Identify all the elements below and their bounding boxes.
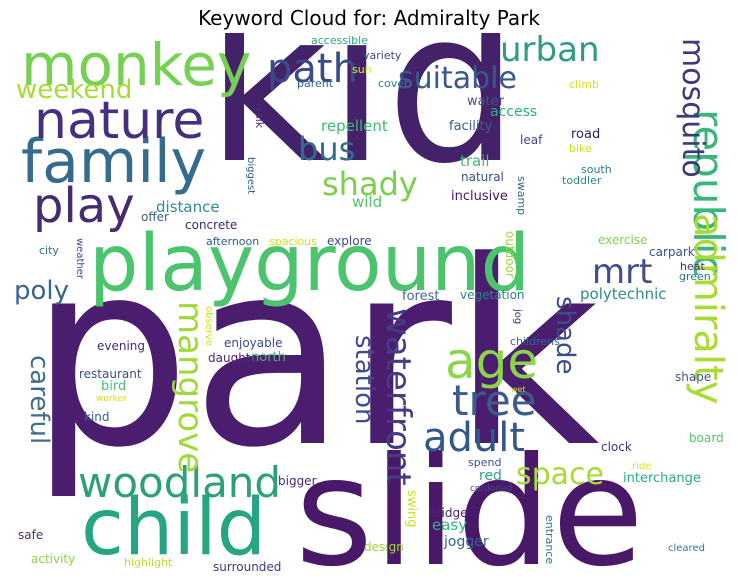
word-parent: parent [297,77,334,90]
word-design: design [364,540,404,554]
word-offer: offer [141,210,169,224]
word-access: access [490,104,538,120]
word-exercise: exercise [598,233,648,247]
word-suitable: suitable [398,61,517,96]
word-board: board [689,431,724,445]
word-playground: playground [89,219,531,309]
word-shape: shape [675,370,712,384]
word-mangrove: mangrove [170,301,210,474]
word-bus: bus [298,130,356,168]
word-mrt: mrt [592,252,653,292]
word-evening: evening [97,339,146,353]
word-park: park [29,207,600,504]
word-tree: tree [452,376,537,425]
word-natural: natural [461,170,504,184]
word-shady: shady [322,165,418,203]
word-heat: heat [680,260,705,273]
word-wet: wet [511,385,526,394]
word-weather: weather [74,238,85,279]
word-water: water [467,94,505,109]
word-bird: bird [101,379,127,394]
word-adult: adult [423,415,526,461]
word-concrete: concrete [185,218,238,232]
word-kid: kid [206,33,520,210]
word-space: space [516,457,605,492]
word-ride: ride [632,461,652,472]
word-spacious: spacious [269,235,317,248]
word-toddler: toddler [562,174,602,187]
chart-title: Keyword Cloud for: Admiralty Park [198,6,540,30]
word-forest: forest [402,289,440,304]
word-bridge: bridge [429,506,468,520]
word-surrounded: surrounded [213,560,282,574]
word-clock: clock [601,440,632,454]
word-interchange: interchange [623,471,701,486]
word-monkey: monkey [21,33,252,99]
word-trail: trail [460,152,490,170]
word-cloud: kid park slide playground child family m… [11,33,728,575]
word-carpark: carpark [649,245,695,259]
word-bike: bike [569,142,592,155]
word-climb: climb [569,78,599,91]
word-observe: observe [203,306,214,347]
word-explore: explore [327,234,372,248]
word-cover: cover [378,77,409,90]
word-easy: easy [432,516,468,534]
word-careful: careful [24,355,54,445]
word-nature: nature [34,91,205,151]
word-walk: walk [253,103,266,129]
word-entrance: entrance [543,515,556,565]
word-swing: swing [404,490,419,528]
word-weekend: weekend [16,75,133,105]
word-vegetation: vegetation [460,288,525,302]
word-highlight: highlight [124,556,173,569]
word-cleared: cleared [668,543,705,554]
word-inclusive: inclusive [451,189,508,204]
word-distance: distance [156,198,220,216]
word-poly: poly [14,276,70,306]
word-worker: worker [96,394,127,404]
word-slide: slide [295,426,644,575]
word-family: family [21,127,207,197]
word-city: city [39,244,59,257]
word-bigger: bigger [278,474,317,488]
word-red: red [479,468,502,484]
word-age: age [445,332,539,390]
word-child: child [81,483,267,573]
word-green: green [679,270,711,283]
word-swamp: swamp [515,176,528,216]
word-safe: safe [18,528,44,542]
word-jog: jog [512,309,523,325]
word-outdoor: outdoor [503,231,517,278]
word-mosquito: mosquito [675,38,710,178]
word-biggest: biggest [245,157,256,195]
word-road: road [571,127,601,142]
word-accessible: accessible [311,34,368,47]
word-play: play [33,178,135,234]
word-spend: spend [468,456,502,469]
word-south: south [581,163,612,176]
word-daughter: daughter [208,351,263,365]
word-restaurant: restaurant [79,367,142,381]
word-polytechnic: polytechnic [580,285,667,303]
word-path: path [267,46,358,92]
word-waterfront: waterfront [378,308,418,486]
word-north: north [251,350,286,365]
word-leaf: leaf [520,133,543,147]
word-jogger: jogger [444,534,489,550]
word-repellent: repellent [321,117,388,135]
word-wild: wild [352,193,383,211]
word-activity: activity [31,552,76,566]
word-afternoon: afternoon [206,235,260,248]
word-sun: sun [352,63,372,76]
word-kind: kind [84,410,110,424]
word-variety: variety [363,49,402,62]
word-childrens: childrens [510,335,560,348]
word-cordoned: cordoned [470,484,513,494]
word-urban: urban [500,33,600,70]
word-enjoyable: enjoyable [224,336,283,350]
word-facility: facility [449,119,493,134]
word-woodland: woodland [78,458,282,507]
word-station: station [349,335,379,425]
